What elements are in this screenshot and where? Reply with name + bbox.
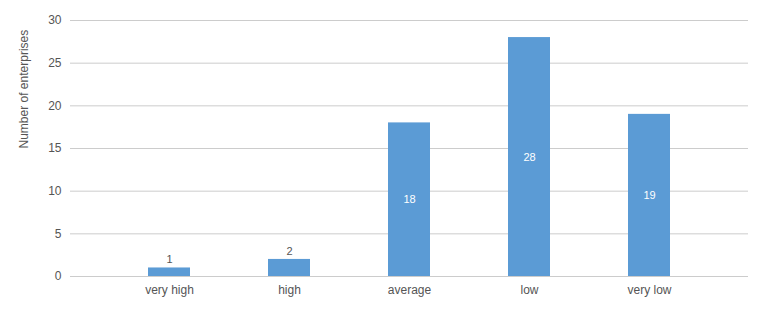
svg-text:5: 5	[55, 227, 62, 241]
svg-text:30: 30	[48, 13, 62, 27]
svg-text:19: 19	[643, 189, 655, 201]
svg-text:10: 10	[48, 184, 62, 198]
svg-text:25: 25	[48, 56, 62, 70]
svg-text:average: average	[388, 283, 432, 297]
svg-text:1: 1	[166, 253, 172, 265]
svg-text:18: 18	[403, 193, 415, 205]
svg-text:0: 0	[55, 269, 62, 283]
svg-text:very high: very high	[145, 283, 194, 297]
svg-text:20: 20	[48, 99, 62, 113]
svg-text:high: high	[278, 283, 301, 297]
svg-text:very low: very low	[627, 283, 671, 297]
svg-text:low: low	[520, 283, 538, 297]
svg-text:28: 28	[523, 151, 535, 163]
svg-text:2: 2	[286, 245, 292, 257]
svg-text:Number of enterprises: Number of enterprises	[17, 30, 31, 149]
svg-text:15: 15	[48, 141, 62, 155]
